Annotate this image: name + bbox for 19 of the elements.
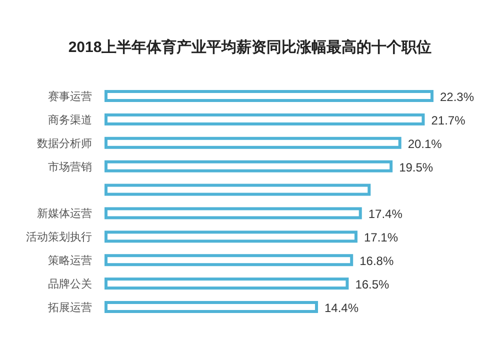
category-label: 活动策划执行 [26, 232, 92, 244]
category-label: 商务渠道 [48, 114, 92, 126]
value-label: 14.4% [324, 301, 359, 315]
value-label: 17.1% [364, 230, 398, 245]
category-label: 市场营销 [48, 161, 92, 174]
category-label: 品牌公关 [48, 278, 92, 291]
category-label: 拓展运营 [48, 302, 92, 314]
category-label: 策略运营 [48, 255, 92, 268]
value-label: 22.3% [440, 90, 474, 104]
value-label: 17.4% [368, 207, 402, 222]
value-label: 20.1% [408, 136, 442, 151]
category-label: 数据分析师 [37, 138, 92, 150]
category-label: 赛事运营 [48, 91, 92, 103]
title: 2018上半年体育产业平均薪资同比涨幅最高的十个职位 [68, 39, 432, 56]
value-label: 16.8% [360, 254, 394, 268]
value-label: 21.7% [431, 113, 466, 128]
value-label: 16.5% [355, 278, 390, 292]
value-label: 19.5% [399, 160, 434, 174]
category-label: 新媒体运营 [37, 208, 92, 220]
